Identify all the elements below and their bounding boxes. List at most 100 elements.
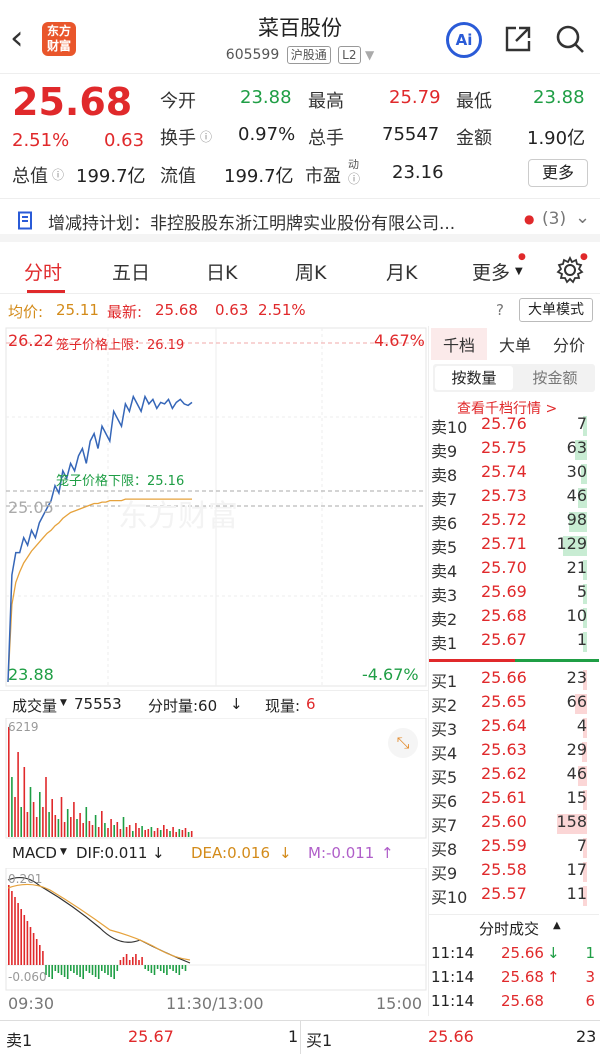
volume-bar: [39, 792, 41, 837]
macd-bar: [26, 921, 29, 965]
ask-row[interactable]: 卖5 25.71 129: [429, 534, 599, 558]
trade-time: 11:14: [431, 944, 475, 962]
level-volume: 5: [576, 582, 587, 601]
tab-monthly-k[interactable]: 月K: [386, 262, 418, 284]
pe-label: 市盈: [305, 166, 341, 187]
level-price: 25.67: [481, 630, 527, 649]
bid-row[interactable]: 买2 25.65 66: [429, 692, 599, 716]
macd-bar: [141, 957, 143, 965]
ask-row[interactable]: 卖6 25.72 98: [429, 510, 599, 534]
trade-price: 25.68: [501, 968, 544, 986]
volume-bar: [153, 831, 156, 837]
tab-depth[interactable]: 千档: [443, 336, 476, 355]
macd-bar: [45, 965, 47, 975]
bid-row[interactable]: 买4 25.63 29: [429, 740, 599, 764]
bid-row[interactable]: 买1 25.66 23: [429, 668, 599, 692]
info-icon[interactable]: ⓘ: [348, 172, 361, 186]
macd-bar: [76, 965, 78, 975]
caret-down-icon: ▼: [515, 266, 523, 277]
bid-row[interactable]: 买7 25.60 158: [429, 812, 599, 836]
ai-button[interactable]: Ai: [446, 22, 482, 58]
bid-row[interactable]: 买8 25.59 7: [429, 836, 599, 860]
ask-row[interactable]: 卖3 25.69 5: [429, 582, 599, 606]
chevron-down-icon[interactable]: ⌄: [575, 207, 591, 228]
volume-bar: [581, 464, 587, 484]
ask-row[interactable]: 卖4 25.70 21: [429, 558, 599, 582]
bid-row[interactable]: 买3 25.64 4: [429, 716, 599, 740]
trades-title[interactable]: 分时成交: [479, 920, 540, 938]
caret-down-icon[interactable]: ▼: [60, 847, 67, 857]
more-button[interactable]: 更多: [528, 159, 588, 187]
trade-volume: 6: [585, 992, 595, 1010]
ask-row[interactable]: 卖2 25.68 10: [429, 606, 599, 630]
order-book-panel: 千档 大单 分价 按数量 按金额 查看千档行情 > 卖10 25.76 7 卖9 25.…: [428, 326, 600, 1016]
level-volume: 46: [566, 764, 587, 783]
bid-row[interactable]: 买9 25.58 17: [429, 860, 599, 884]
tab-intraday[interactable]: 分时: [24, 262, 63, 284]
caret-down-icon[interactable]: ▼: [60, 698, 67, 708]
info-icon[interactable]: ⓘ: [52, 168, 65, 182]
logo-text-top: 东方: [46, 24, 71, 38]
share-icon[interactable]: [503, 24, 533, 54]
volume-bar: [138, 828, 140, 837]
ask-row[interactable]: 卖9 25.75 63: [429, 438, 599, 462]
macd-bar: [104, 965, 106, 973]
gear-icon[interactable]: [556, 256, 584, 284]
macd-label[interactable]: MACD: [12, 844, 57, 862]
watermark: 东方财富: [118, 499, 238, 534]
level-volume: 4: [576, 716, 587, 735]
notice-dot: ●: [524, 212, 535, 226]
volume-bar: [119, 829, 122, 837]
tab-five-day[interactable]: 五日: [112, 262, 151, 284]
level-price: 25.75: [481, 438, 527, 457]
notice-bar[interactable]: 增减持计划：非控股股东浙江明牌实业股份有限公司... ● (3) ⌄: [0, 198, 600, 242]
caret-down-icon[interactable]: ▼: [364, 48, 375, 62]
volume-bar: [135, 823, 137, 837]
tab-daily-k[interactable]: 日K: [206, 262, 238, 284]
search-icon[interactable]: [555, 24, 585, 54]
help-icon[interactable]: ?: [496, 301, 504, 319]
float-value: 199.7亿: [224, 166, 294, 187]
tab-price-dist[interactable]: 分价: [553, 336, 586, 355]
bid-row[interactable]: 买5 25.62 46: [429, 764, 599, 788]
volume-bar: [42, 807, 44, 837]
bid-row[interactable]: 买6 25.61 15: [429, 788, 599, 812]
intraday-chart[interactable]: 东方财富: [0, 326, 428, 690]
macd-bar: [101, 965, 103, 971]
volume-bar: [583, 560, 587, 580]
volume-bar: [175, 832, 177, 837]
volume-label[interactable]: 成交量: [12, 697, 58, 715]
level-label: 买5: [431, 768, 458, 787]
macd-bar: [144, 965, 146, 969]
pe-value: 23.16: [392, 162, 444, 183]
dea-value: DEA:0.016: [191, 844, 271, 862]
expand-icon[interactable]: ⤡: [388, 728, 418, 758]
volume-bar: [70, 817, 72, 837]
level-volume: 46: [566, 486, 587, 505]
caret-up-icon[interactable]: ▲: [553, 920, 561, 931]
bid-row[interactable]: 买10 25.57 11: [429, 884, 599, 908]
ask-row[interactable]: 卖10 25.76 7: [429, 414, 599, 438]
chevron-left-icon[interactable]: ‹: [10, 18, 24, 58]
volume-bar: [557, 814, 587, 834]
ask-row[interactable]: 卖8 25.74 30: [429, 462, 599, 486]
tab-big-order[interactable]: 大单: [499, 336, 532, 355]
macd-bar: [11, 891, 13, 965]
volume-bar: [563, 536, 587, 556]
ask-row[interactable]: 卖1 25.67 1: [429, 630, 599, 654]
volume-bar: [26, 812, 29, 837]
level-volume: 1: [576, 630, 587, 649]
subtab-by-amount[interactable]: 按金额: [532, 369, 578, 387]
ask-row[interactable]: 卖7 25.73 46: [429, 486, 599, 510]
tab-more[interactable]: 更多: [472, 262, 511, 284]
depth-link[interactable]: 查看千档行情 >: [457, 401, 558, 417]
macd-bar: [14, 897, 16, 965]
big-order-mode-button[interactable]: 大单模式: [519, 298, 593, 322]
volume-bar: [190, 831, 193, 837]
tab-weekly-k[interactable]: 周K: [295, 262, 327, 284]
volume-bar: [20, 807, 22, 837]
notice-count: (3): [542, 209, 567, 229]
info-icon[interactable]: ⓘ: [200, 130, 213, 144]
subtab-by-volume[interactable]: 按数量: [435, 366, 513, 390]
current-price: 25.68: [12, 80, 133, 124]
